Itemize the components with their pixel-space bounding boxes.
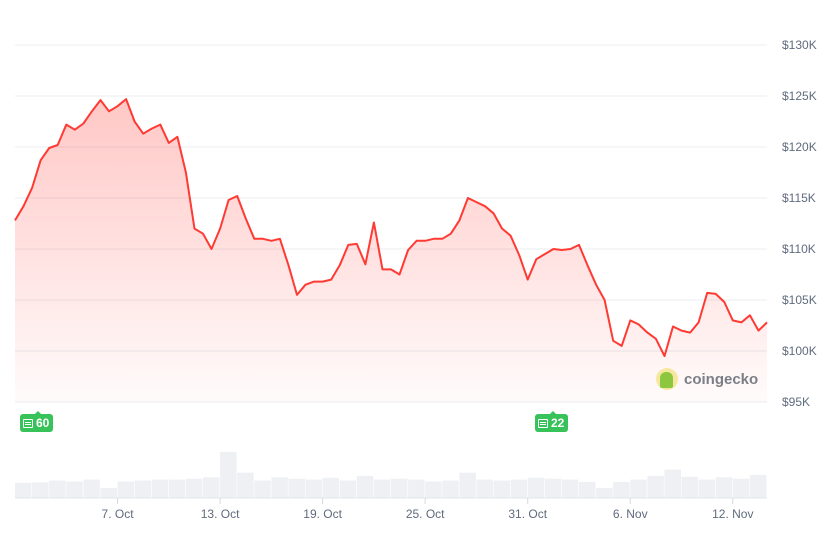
news-icon (538, 418, 548, 428)
logo-text: coingecko (684, 370, 759, 388)
volume-bar (15, 482, 32, 498)
volume-bar (408, 479, 425, 498)
volume-bar (493, 480, 511, 498)
x-tick-label: 25. Oct (406, 507, 445, 521)
x-axis: 7. Oct 13. Oct 19. Oct 25. Oct 31. Oct 6. Nov… (15, 497, 767, 521)
news-count: 60 (36, 416, 50, 430)
x-tick-label: 12. Nov (712, 507, 753, 521)
x-tick-label: 31. Oct (508, 507, 547, 521)
price-area-fill (15, 99, 767, 402)
volume-bar (185, 478, 203, 498)
volume-bar (561, 479, 579, 498)
volume-bar (220, 452, 237, 498)
volume-bar (664, 469, 681, 498)
y-tick-label: $105K (782, 293, 817, 307)
volume-bar (442, 480, 459, 498)
y-tick-label: $120K (782, 140, 817, 154)
x-tick-label: 6. Nov (613, 507, 648, 521)
price-area (14, 98, 768, 402)
y-tick-label: $125K (782, 89, 817, 103)
volume-bar (476, 479, 493, 498)
y-tick-label: $130K (782, 38, 817, 52)
volume-bar (715, 477, 733, 498)
volume-bar (510, 479, 528, 498)
volume-bar (237, 472, 254, 498)
volume-bar (66, 481, 83, 498)
volume-bar (117, 481, 135, 498)
volume-bars (15, 452, 767, 498)
gecko-icon (656, 368, 678, 390)
volume-bar (32, 482, 49, 498)
x-tick-label: 7. Oct (102, 507, 135, 521)
volume-bar (356, 475, 374, 498)
volume-bar (83, 479, 100, 498)
volume-bar (630, 479, 647, 498)
volume-bar (134, 480, 152, 498)
volume-bar (425, 481, 442, 498)
x-tick-label: 13. Oct (201, 507, 240, 521)
volume-bar (151, 479, 169, 498)
volume-bar (373, 479, 391, 498)
volume-bar (322, 477, 340, 498)
volume-bar (647, 475, 664, 498)
y-tick-label: $100K (782, 344, 817, 358)
news-count: 22 (551, 416, 565, 430)
volume-bar (391, 478, 408, 498)
y-tick-label: $95K (782, 395, 810, 409)
volume-bar (271, 477, 288, 498)
volume-bar (288, 478, 305, 498)
y-tick-label: $110K (782, 242, 816, 256)
news-icon (23, 418, 33, 428)
volume-bar (749, 475, 767, 498)
volume-bar (254, 480, 271, 498)
y-tick-label: $115K (782, 191, 816, 205)
volume-bar (305, 479, 323, 498)
volume-bar (681, 476, 699, 498)
volume-bar (527, 477, 545, 498)
volume-bar (579, 481, 596, 498)
volume-bar (544, 478, 562, 498)
volume-bar (168, 479, 186, 498)
volume-bar (49, 480, 66, 498)
volume-bar (698, 479, 716, 498)
y-axis: $95K $100K $105K $110K $115K $120K $125K $130K (782, 38, 817, 409)
volume-bar (732, 478, 750, 498)
volume-bar (203, 477, 220, 498)
news-badge[interactable]: 22 (535, 411, 569, 432)
news-badge[interactable]: 60 (20, 411, 54, 432)
volume-bar (459, 472, 476, 498)
volume-bar (339, 480, 357, 498)
coingecko-logo: coingecko (656, 368, 758, 390)
volume-bar (613, 481, 630, 498)
volume-bar (100, 487, 117, 498)
volume-bar (596, 487, 613, 498)
x-tick-label: 19. Oct (303, 507, 342, 521)
